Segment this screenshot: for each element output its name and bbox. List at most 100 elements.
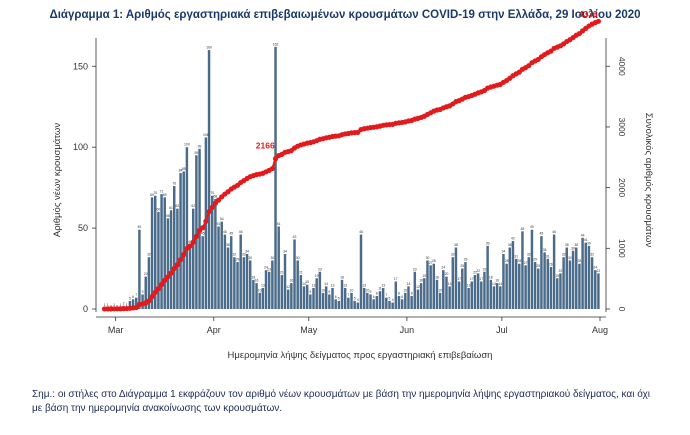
bar — [214, 198, 217, 309]
bar-value-label: 9 — [142, 290, 144, 294]
bar-value-label: 22 — [476, 269, 480, 273]
bar — [144, 276, 147, 309]
bar — [321, 292, 325, 309]
bar-value-label: 6 — [132, 295, 134, 299]
bar-value-label: 49 — [138, 225, 142, 229]
bar-value-label: 38 — [565, 243, 569, 247]
bar-value-label: 24 — [441, 266, 445, 270]
bar-value-label: 32 — [527, 253, 531, 257]
bar — [217, 226, 220, 309]
bar-value-label: 21 — [473, 271, 477, 275]
bar-value-label: 62 — [191, 204, 195, 208]
bar — [407, 286, 410, 309]
bar-value-label: 84 — [179, 169, 183, 173]
bar — [185, 147, 189, 309]
bar-value-label: 71 — [160, 190, 164, 194]
bar-value-label: 25 — [460, 264, 464, 268]
bar — [252, 279, 255, 309]
bar — [261, 287, 265, 309]
cumulative-point — [190, 239, 196, 245]
bar — [245, 253, 249, 309]
bar-value-label: 29 — [533, 258, 537, 262]
bar-value-label: 23 — [483, 267, 487, 271]
bar — [280, 275, 284, 309]
bar — [476, 273, 480, 309]
bar-value-label: 16 — [255, 279, 259, 283]
bar — [492, 286, 496, 309]
bar-value-label: 45 — [201, 232, 205, 236]
bar — [410, 296, 413, 309]
cumulative-point — [171, 265, 177, 272]
bar — [594, 270, 597, 309]
bar-value-label: 7 — [385, 293, 387, 297]
bar — [302, 286, 306, 309]
bar-value-label: 1 — [107, 303, 109, 307]
bar-value-label: 95 — [194, 151, 198, 155]
bar — [480, 281, 483, 309]
bar-value-label: 23 — [318, 267, 322, 271]
bar-value-label: 99 — [198, 144, 202, 148]
y-right-tick-label: 4000 — [617, 57, 627, 76]
bar-value-label: 18 — [340, 275, 344, 279]
bar — [220, 221, 223, 309]
bar-value-label: 56 — [166, 214, 170, 218]
bar — [312, 287, 315, 309]
bar-value-label: 31 — [546, 254, 550, 258]
cumulative-point — [595, 18, 602, 24]
bar-value-label: 9 — [328, 290, 330, 294]
bar-value-label: 70 — [210, 191, 214, 195]
bar — [305, 284, 309, 309]
bar-value-label: 32 — [590, 253, 594, 257]
bar — [318, 271, 322, 309]
bar-value-label: 14 — [407, 282, 411, 286]
bar-value-label: 38 — [574, 243, 578, 247]
bar-value-label: 10 — [350, 288, 354, 292]
cumulative-point — [146, 298, 152, 304]
bar — [530, 229, 534, 309]
bar-value-label: 5 — [354, 296, 356, 300]
bar-value-label: 14 — [302, 282, 306, 286]
bar — [188, 244, 192, 309]
bar-value-label: 46 — [239, 230, 243, 234]
bar-value-label: 162 — [273, 42, 279, 46]
bar — [445, 276, 448, 309]
bar-value-label: 15 — [305, 280, 309, 284]
bar — [299, 275, 303, 309]
bar — [590, 257, 594, 309]
cumulative-point — [209, 204, 215, 210]
bar-value-label: 17 — [479, 277, 483, 281]
bar — [483, 271, 486, 309]
y-right-tick-label: 0 — [617, 307, 627, 312]
bar-value-label: 19 — [315, 274, 319, 278]
bar-value-label: 68 — [213, 194, 217, 198]
bar — [226, 247, 230, 309]
bar — [394, 281, 398, 309]
bar-value-label: 27 — [429, 261, 433, 265]
bar-value-label: 42 — [511, 237, 515, 241]
bar — [128, 300, 132, 309]
bar — [331, 287, 334, 309]
y-right-tick-label: 3000 — [617, 117, 627, 136]
cumulative-point — [187, 243, 193, 249]
bar-value-label: 45 — [540, 232, 544, 236]
bar — [587, 245, 591, 309]
bar — [552, 234, 556, 309]
bar-value-label: 30 — [248, 256, 252, 260]
bar — [179, 173, 182, 309]
bar — [169, 210, 173, 309]
bar-value-label: 9 — [370, 290, 372, 294]
bar — [467, 287, 470, 309]
bar — [172, 186, 176, 309]
bar — [201, 236, 204, 309]
bar-value-label: 11 — [378, 287, 382, 291]
bar-value-label: 14 — [498, 282, 502, 286]
bar — [315, 278, 318, 309]
bar — [404, 292, 407, 309]
bar — [597, 273, 600, 309]
bar-value-label: 5 — [129, 296, 131, 300]
bar-value-label: 39 — [587, 241, 591, 245]
bar — [242, 257, 246, 309]
y-left-tick-label: 50 — [78, 223, 88, 233]
cumulative-point — [193, 233, 199, 240]
bar — [562, 257, 565, 309]
